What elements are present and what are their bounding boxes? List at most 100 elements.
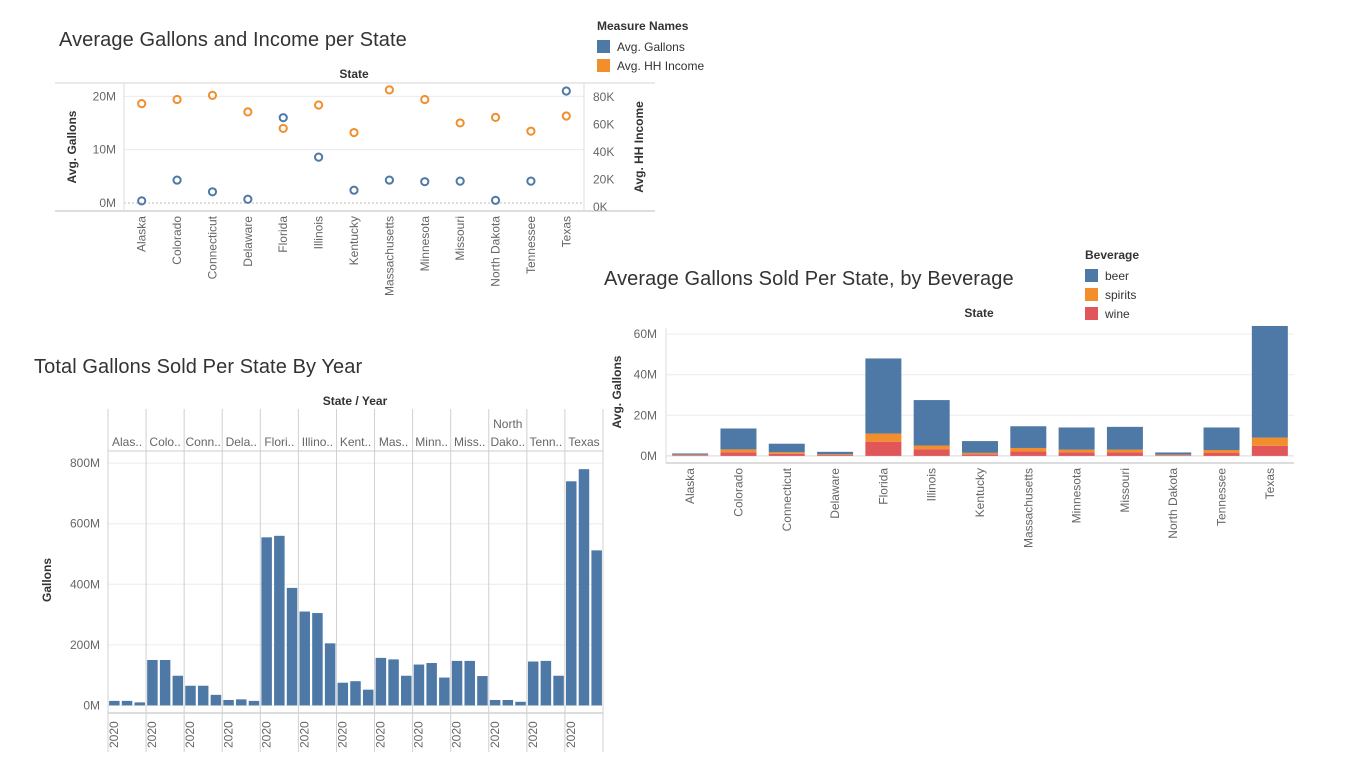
yearly-bar-mas-0[interactable] (375, 657, 387, 706)
yearly-bar-tenn-0[interactable] (527, 661, 539, 706)
bar-spirits-texas[interactable] (1251, 437, 1288, 446)
yearly-bar-alas-1[interactable] (121, 700, 133, 706)
yearly-bar-mas-1[interactable] (388, 659, 399, 706)
gallons-point-kentucky[interactable] (349, 185, 359, 195)
gallons-point-tennessee[interactable] (526, 176, 536, 186)
income-point-delaware[interactable] (243, 107, 253, 117)
bar-spirits-tennessee[interactable] (1203, 450, 1240, 453)
yearly-bar-alas-0[interactable] (109, 700, 120, 706)
income-point-north-dakota[interactable] (490, 112, 501, 123)
bar-beer-tennessee[interactable] (1203, 427, 1240, 451)
yearly-bar-north-dako-0[interactable] (489, 699, 501, 706)
bar-beer-massachusetts[interactable] (1010, 426, 1047, 448)
income-point-alaska[interactable] (137, 99, 147, 109)
yearly-bar-kent-0[interactable] (337, 682, 349, 706)
gallons-point-florida[interactable] (278, 113, 288, 123)
yearly-bar-kent-1[interactable] (350, 681, 361, 706)
yearly-bar-kent-2[interactable] (362, 689, 374, 706)
yearly-bar-illino-2[interactable] (324, 643, 336, 706)
yearly-bar-alas-2[interactable] (134, 702, 145, 706)
bar-wine-delaware[interactable] (817, 455, 854, 456)
yearly-bar-colo-1[interactable] (159, 659, 171, 706)
bar-beer-connecticut[interactable] (768, 443, 805, 453)
bar-wine-missouri[interactable] (1106, 452, 1143, 456)
yearly-bar-miss-2[interactable] (477, 676, 488, 706)
yearly-bar-texas-0[interactable] (566, 481, 577, 706)
bar-wine-alaska[interactable] (672, 455, 709, 456)
income-point-connecticut[interactable] (207, 90, 218, 100)
bar-wine-texas[interactable] (1251, 445, 1288, 456)
yearly-bar-tenn-1[interactable] (540, 660, 552, 706)
bar-wine-north-dakota[interactable] (1155, 455, 1192, 456)
legend-item-wine[interactable]: wine (1085, 304, 1139, 323)
bar-beer-missouri[interactable] (1106, 426, 1143, 450)
yearly-bar-dela-1[interactable] (236, 699, 247, 706)
bar-beer-florida[interactable] (865, 358, 902, 434)
yearly-bar-dela-2[interactable] (248, 700, 260, 706)
income-point-kentucky[interactable] (349, 127, 359, 138)
bar-wine-florida[interactable] (865, 441, 902, 456)
bar-spirits-connecticut[interactable] (768, 452, 805, 454)
bar-beer-texas[interactable] (1251, 325, 1288, 438)
gallons-point-colorado[interactable] (172, 175, 182, 185)
gallons-point-minnesota[interactable] (420, 177, 430, 187)
yearly-bar-flori-2[interactable] (286, 587, 298, 706)
yearly-bar-illino-1[interactable] (312, 613, 323, 706)
yearly-bar-tenn-2[interactable] (553, 675, 564, 706)
gallons-point-illinois[interactable] (314, 152, 324, 162)
gallons-point-massachusetts[interactable] (384, 175, 394, 185)
yearly-bar-north-dako-1[interactable] (502, 699, 514, 706)
bar-wine-illinois[interactable] (913, 449, 950, 456)
yearly-bar-colo-2[interactable] (172, 675, 184, 706)
income-point-minnesota[interactable] (420, 94, 430, 105)
income-point-massachusetts[interactable] (384, 85, 394, 95)
bar-beer-illinois[interactable] (913, 400, 950, 446)
gallons-point-missouri[interactable] (455, 176, 465, 186)
yearly-bar-conn-1[interactable] (197, 685, 209, 706)
yearly-bar-dela-0[interactable] (223, 699, 234, 706)
yearly-bar-miss-0[interactable] (451, 660, 463, 706)
bar-beer-kentucky[interactable] (962, 441, 998, 453)
gallons-point-north-dakota[interactable] (490, 195, 501, 205)
legend-item-spirits[interactable]: spirits (1085, 285, 1139, 304)
yearly-bar-minn-2[interactable] (439, 677, 450, 706)
bar-wine-massachusetts[interactable] (1010, 451, 1047, 456)
yearly-bar-illino-0[interactable] (299, 611, 310, 706)
yearly-bar-minn-0[interactable] (413, 664, 425, 706)
legend-item-avg-gallons[interactable]: Avg. Gallons (597, 37, 704, 56)
bar-spirits-colorado[interactable] (720, 449, 757, 453)
yearly-bar-mas-2[interactable] (401, 675, 412, 706)
income-point-colorado[interactable] (172, 94, 182, 105)
bar-spirits-massachusetts[interactable] (1010, 447, 1047, 452)
bar-spirits-florida[interactable] (865, 433, 902, 442)
legend-item-beer[interactable]: beer (1085, 266, 1139, 285)
yearly-bar-minn-1[interactable] (426, 663, 437, 706)
income-point-florida[interactable] (278, 123, 288, 134)
gallons-point-delaware[interactable] (243, 194, 253, 204)
yearly-bar-texas-2[interactable] (591, 550, 602, 706)
yearly-bar-texas-1[interactable] (578, 469, 590, 706)
yearly-bar-flori-0[interactable] (261, 537, 272, 706)
bar-spirits-delaware[interactable] (817, 454, 854, 456)
bar-beer-delaware[interactable] (817, 451, 854, 455)
gallons-point-alaska[interactable] (137, 196, 147, 206)
bar-beer-north-dakota[interactable] (1155, 452, 1192, 455)
legend-item-avg-hh-income[interactable]: Avg. HH Income (597, 56, 704, 75)
income-point-missouri[interactable] (455, 118, 465, 128)
bar-spirits-north-dakota[interactable] (1155, 454, 1192, 456)
gallons-point-connecticut[interactable] (207, 187, 218, 197)
yearly-bar-miss-1[interactable] (464, 660, 475, 706)
income-point-texas[interactable] (561, 111, 571, 121)
bar-spirits-illinois[interactable] (913, 445, 950, 450)
bar-wine-kentucky[interactable] (962, 454, 998, 456)
yearly-bar-conn-0[interactable] (185, 685, 196, 706)
bar-spirits-missouri[interactable] (1106, 449, 1143, 453)
bar-wine-tennessee[interactable] (1203, 452, 1240, 456)
yearly-bar-north-dako-2[interactable] (515, 701, 526, 706)
income-point-tennessee[interactable] (526, 126, 536, 136)
bar-wine-colorado[interactable] (720, 452, 757, 456)
income-point-illinois[interactable] (314, 100, 324, 110)
bar-wine-connecticut[interactable] (768, 453, 805, 456)
bar-wine-minnesota[interactable] (1058, 452, 1095, 456)
bar-spirits-alaska[interactable] (672, 454, 709, 456)
